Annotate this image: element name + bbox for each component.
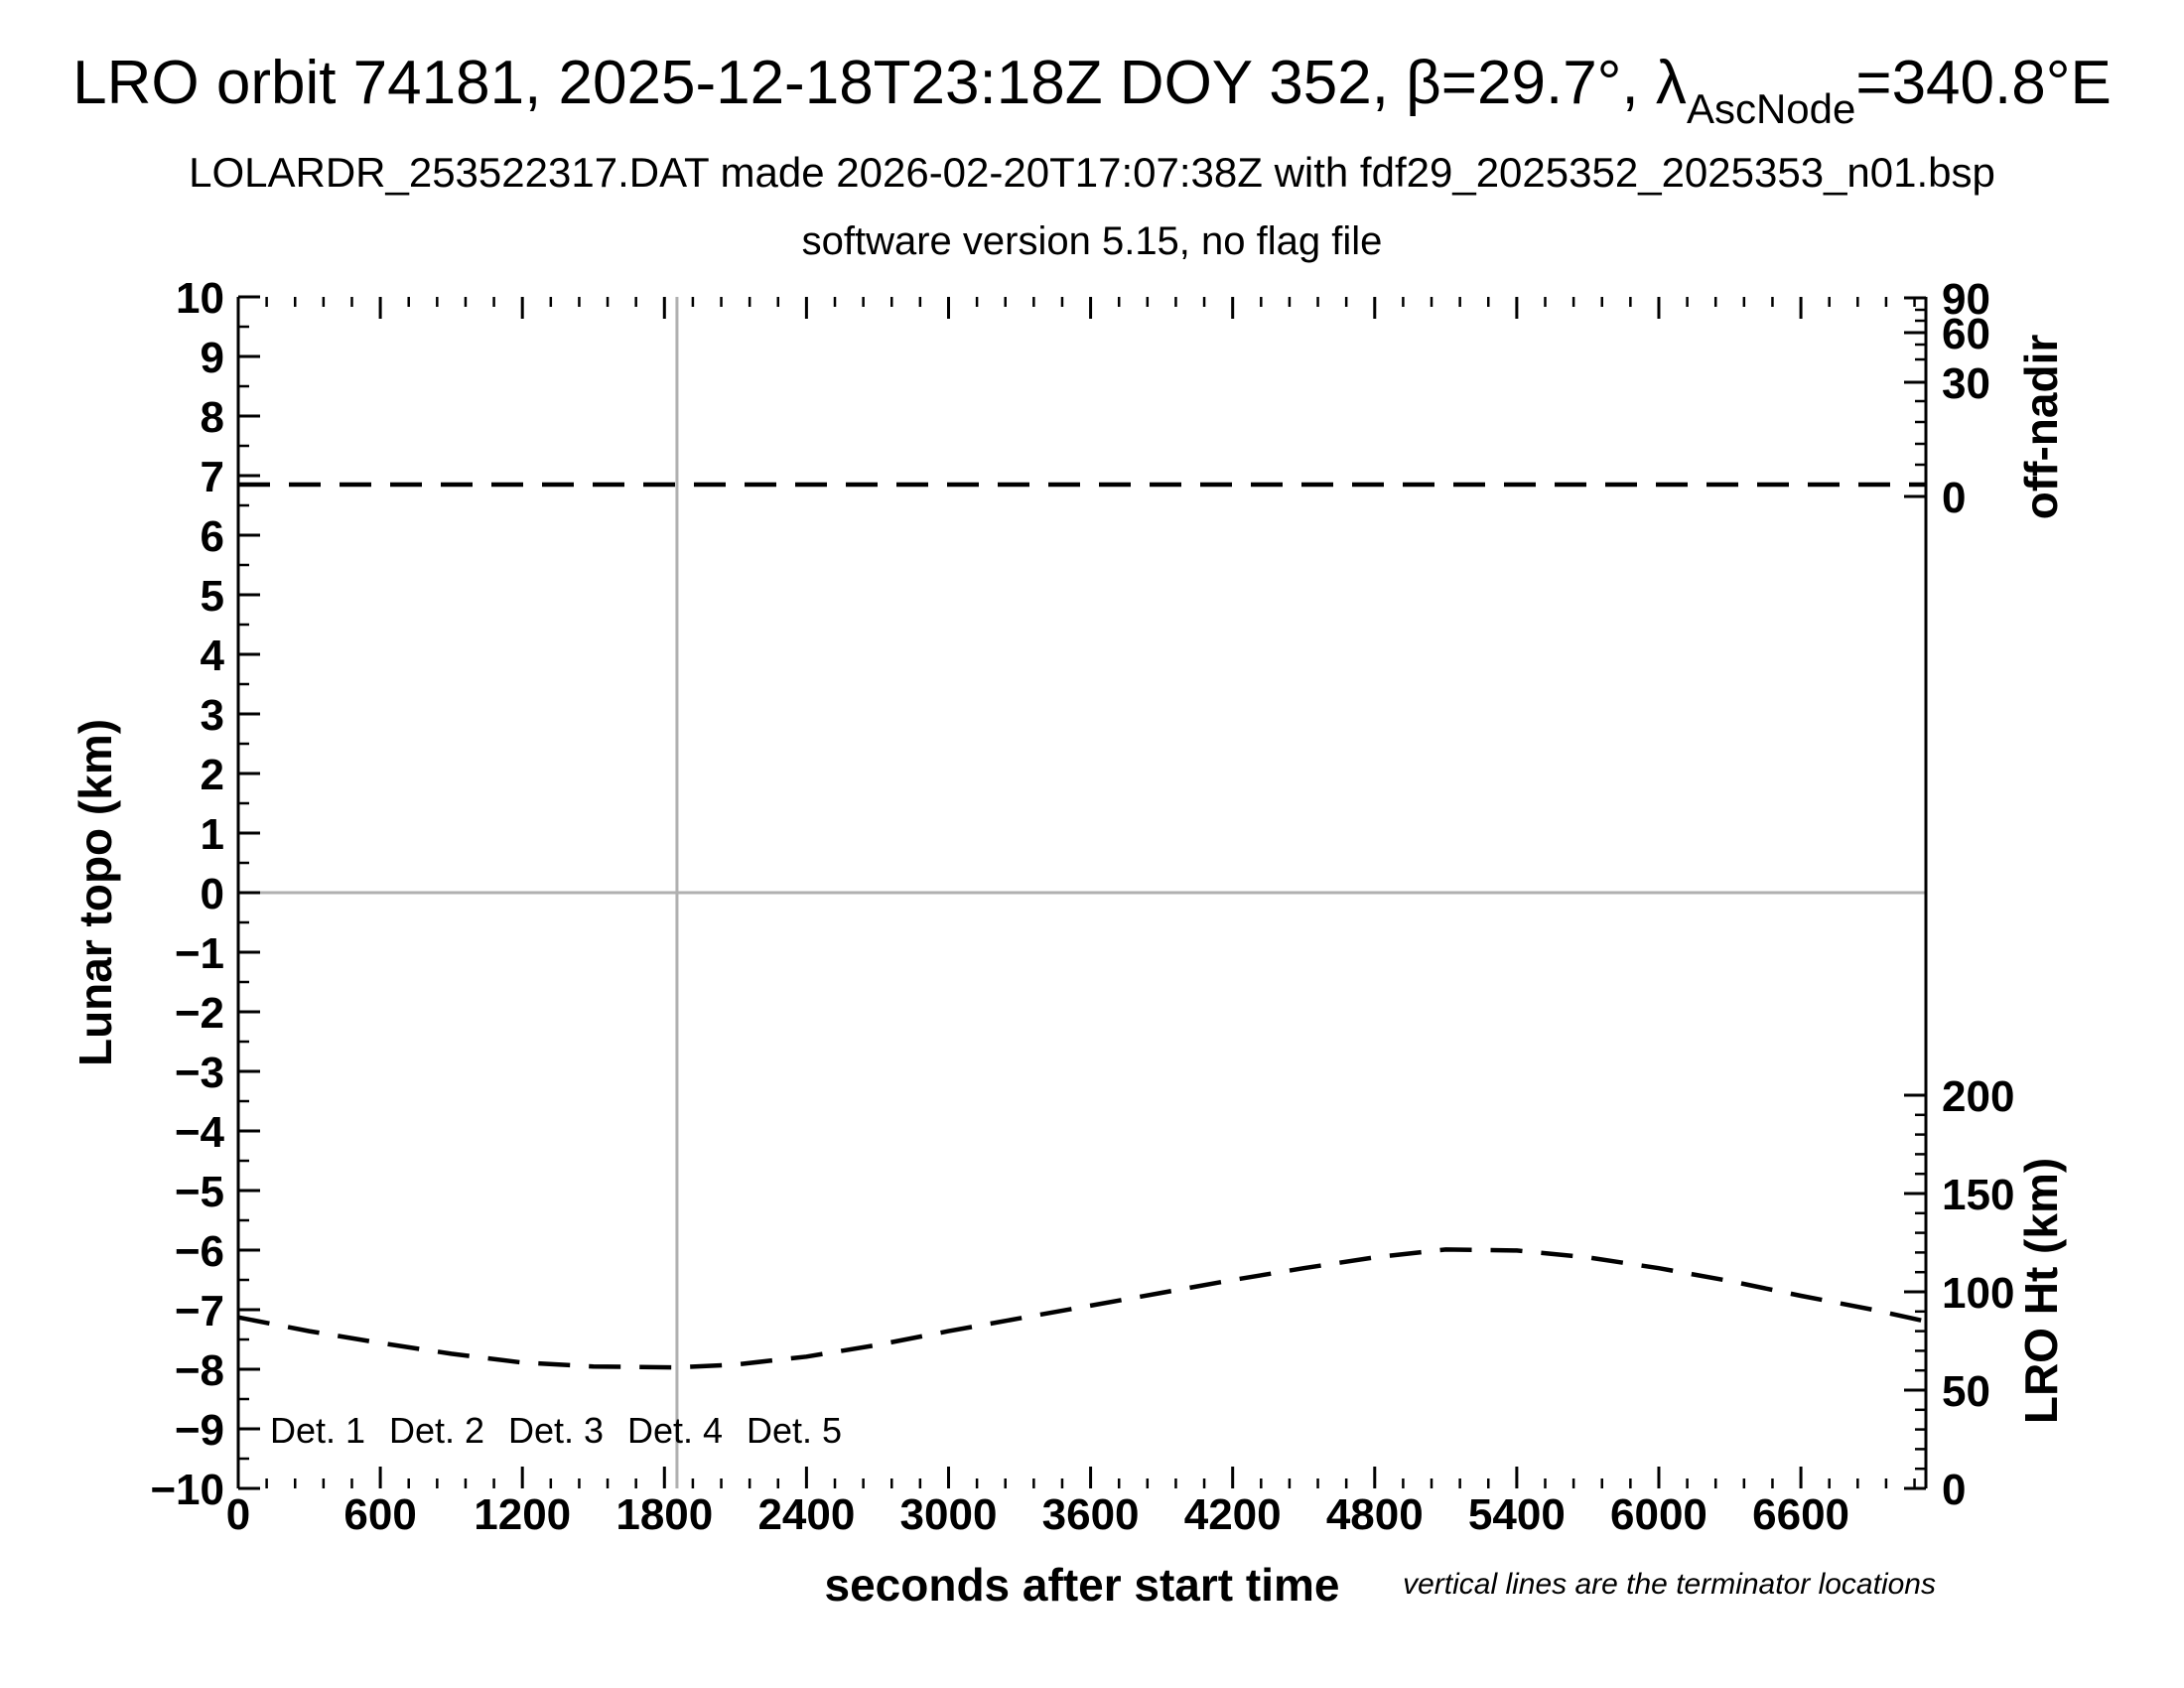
title-block: LRO orbit 74181, 2025-12-18T23:18Z DOY 3… <box>72 49 2112 263</box>
x-tick-label: 5400 <box>1468 1490 1566 1539</box>
y-left-tick-label: −7 <box>175 1287 224 1336</box>
detector-legend: Det. 1 Det. 2 Det. 3 Det. 4 Det. 5 <box>270 1410 842 1451</box>
x-tick-label: 600 <box>343 1490 416 1539</box>
y-left-tick-label: −4 <box>175 1108 225 1157</box>
y-left-tick-label: −1 <box>175 929 224 978</box>
lro-ht-tick-label: 0 <box>1942 1466 1966 1514</box>
y-left-tick-label: 9 <box>201 334 224 382</box>
terminator-note: vertical lines are the terminator locati… <box>1403 1568 1936 1601</box>
offnadir-tick-label: 0 <box>1942 474 1966 522</box>
y-left-tick-label: 0 <box>201 870 224 918</box>
x-tick-label: 1200 <box>474 1490 571 1539</box>
x-tick-label: 3600 <box>1042 1490 1140 1539</box>
y-left-tick-label: −6 <box>175 1227 224 1276</box>
y-left-tick-label: 3 <box>201 691 224 740</box>
x-tick-label: 4200 <box>1184 1490 1282 1539</box>
offnadir-tick-label: 60 <box>1942 310 1990 358</box>
y-right-height-title: LRO Ht (km) <box>2015 1158 2067 1424</box>
y-left-tick-label: −9 <box>175 1406 224 1455</box>
y-left-tick-label: 8 <box>201 393 224 442</box>
data-curves <box>237 482 1927 1370</box>
legend-det5: Det. 5 <box>747 1410 842 1451</box>
y-left-tick-label: −10 <box>150 1466 224 1514</box>
lro-ht-tick-label: 150 <box>1942 1171 2014 1219</box>
x-tick-label: 1800 <box>615 1490 713 1539</box>
legend-det3: Det. 3 <box>508 1410 604 1451</box>
subtitle-version-line: software version 5.15, no flag file <box>802 219 1383 263</box>
x-tick-label: 2400 <box>757 1490 855 1539</box>
x-tick-label: 3000 <box>900 1490 998 1539</box>
x-tick-label: 6000 <box>1610 1490 1707 1539</box>
legend-det4: Det. 4 <box>627 1410 723 1451</box>
page-title: LRO orbit 74181, 2025-12-18T23:18Z DOY 3… <box>72 49 2112 132</box>
y-left-tick-label: 4 <box>201 632 225 680</box>
y-left-axis-title: Lunar topo (km) <box>69 719 121 1066</box>
lro-ht-tick-label: 50 <box>1942 1367 1990 1416</box>
y-left-tick-label: 2 <box>201 751 224 799</box>
y-left-tick-label: 5 <box>201 572 224 621</box>
x-tick-label: 6600 <box>1752 1490 1849 1539</box>
x-tick-label: 0 <box>226 1490 250 1539</box>
x-axis-title: seconds after start time <box>825 1559 1340 1611</box>
y-left-tick-label: 1 <box>201 810 224 859</box>
lro-ht-tick-label: 200 <box>1942 1072 2014 1121</box>
y-left-tick-label: 10 <box>176 274 224 323</box>
y-left-tick-label: −5 <box>175 1168 224 1216</box>
subtitle-file-line: LOLARDR_253522317.DAT made 2026-02-20T17… <box>189 149 1995 196</box>
legend-det2: Det. 2 <box>389 1410 484 1451</box>
plot-frame: 0 600 1200 1800 2400 3000 3600 4200 4800 5400 6000… <box>150 274 2014 1539</box>
y-left-tick-label: −8 <box>175 1346 224 1395</box>
y-left-tick-label: −3 <box>175 1049 224 1097</box>
lro-ht-tick-label: 100 <box>1942 1269 2014 1318</box>
offnadir-tick-label: 30 <box>1942 359 1990 408</box>
x-tick-label: 4800 <box>1326 1490 1424 1539</box>
y-left-tick-label: 6 <box>201 512 224 561</box>
lro-height-curve <box>237 1247 1927 1370</box>
y-right-offnadir-title: off-nadir <box>2015 335 2067 520</box>
y-left-tick-label: −2 <box>175 989 224 1038</box>
legend-det1: Det. 1 <box>270 1410 365 1451</box>
offnadir-tick-label: 90 <box>1942 275 1990 324</box>
y-left-tick-label: 7 <box>201 453 224 501</box>
